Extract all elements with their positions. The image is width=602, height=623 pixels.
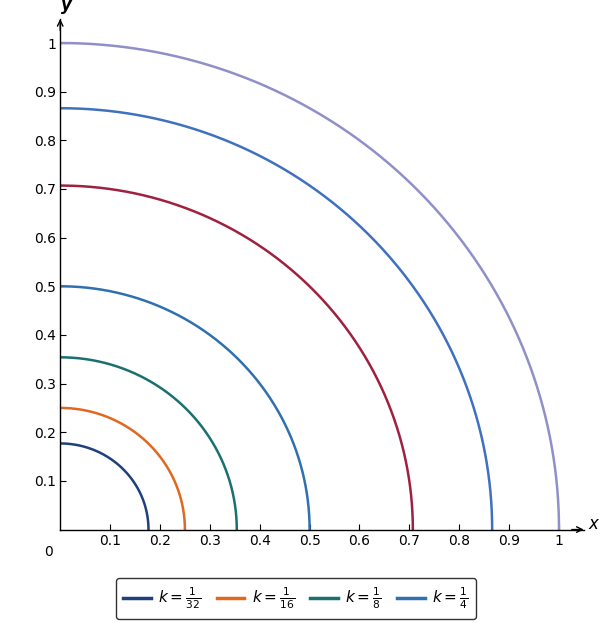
Text: x: x <box>589 515 599 533</box>
Text: y: y <box>61 0 72 14</box>
Legend: $k = \frac{1}{32}$, $k = \frac{1}{16}$, $k = \frac{1}{8}$, $k = \frac{1}{4}$: $k = \frac{1}{32}$, $k = \frac{1}{16}$, … <box>116 578 476 619</box>
Text: 0: 0 <box>44 545 53 559</box>
